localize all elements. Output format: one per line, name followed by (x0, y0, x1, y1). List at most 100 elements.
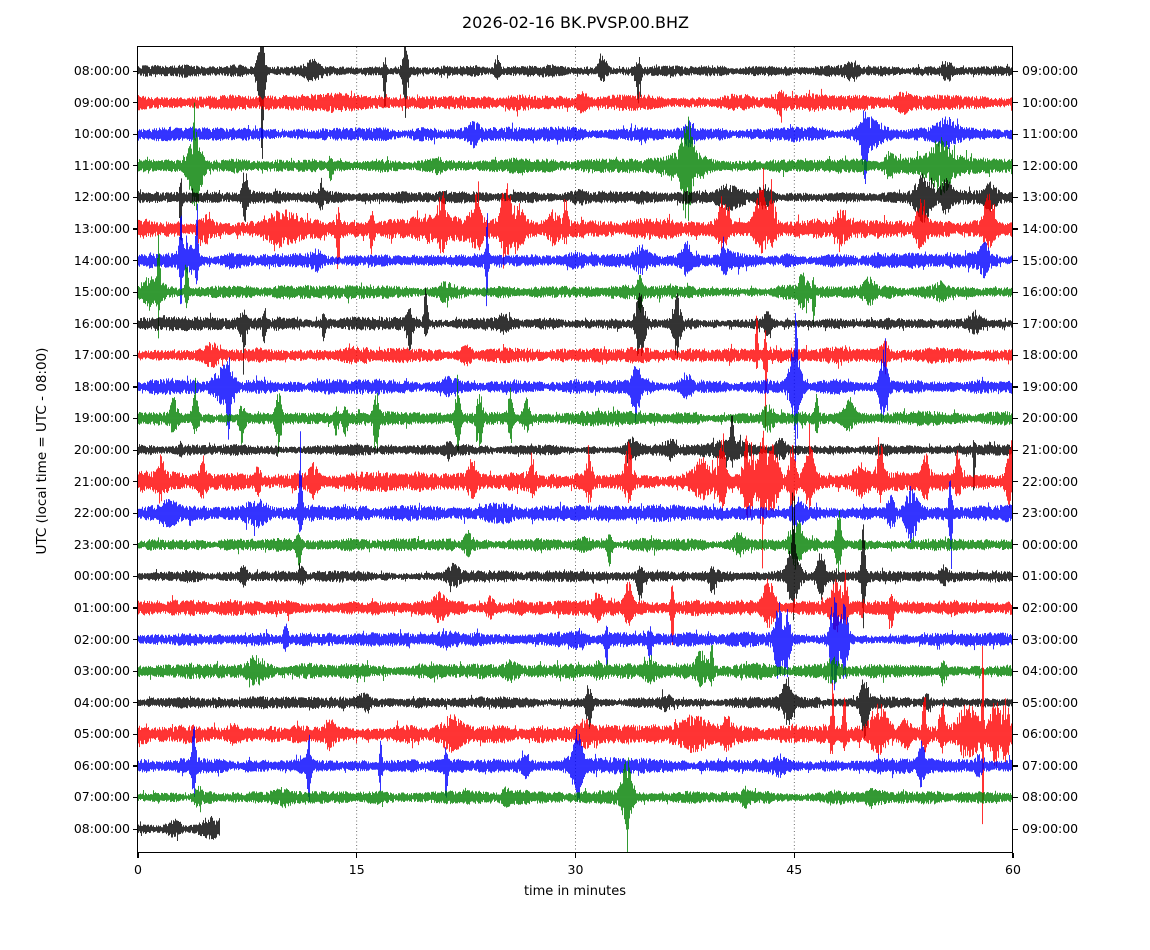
utc-tick-label: 23:00:00 (73, 536, 130, 552)
utc-tick-label: 15:00:00 (73, 284, 130, 300)
y-tick-left (133, 607, 138, 609)
local-tick-label: 16:00:00 (1022, 284, 1079, 300)
y-tick-right (1013, 323, 1018, 325)
utc-tick-label: 01:00:00 (73, 599, 130, 615)
x-tick-label: 15 (348, 862, 365, 877)
figure-title: 2026-02-16 BK.PVSP.00.BHZ (461, 13, 690, 32)
y-tick-right (1013, 354, 1018, 356)
y-tick-left (133, 354, 138, 356)
utc-tick-label: 08:00:00 (73, 63, 130, 78)
utc-tick-label: 02:00:00 (73, 631, 130, 647)
local-tick-label: 19:00:00 (1022, 378, 1079, 394)
x-tick (137, 853, 139, 858)
y-tick-left (133, 512, 138, 514)
y-tick-left (133, 639, 138, 641)
plot-area (138, 47, 1013, 853)
y-tick-left (133, 702, 138, 704)
y-tick-right (1013, 449, 1018, 451)
y-tick-left (133, 133, 138, 135)
y-tick-left (133, 544, 138, 546)
x-tick-label: 30 (567, 862, 584, 877)
utc-tick-label: 18:00:00 (73, 378, 130, 394)
local-tick-label: 15:00:00 (1022, 252, 1079, 268)
y-tick-right (1013, 796, 1018, 799)
local-tick-label: 22:00:00 (1022, 473, 1079, 489)
y-tick-right (1013, 575, 1018, 578)
utc-tick-label: 06:00:00 (73, 757, 130, 773)
x-tick (1012, 853, 1014, 858)
local-tick-label: 14:00:00 (1022, 220, 1079, 236)
local-tick-label: 05:00:00 (1022, 694, 1079, 710)
x-tick-label: 45 (786, 862, 803, 877)
y-tick-left (133, 575, 138, 578)
x-tick-label: 60 (1005, 862, 1021, 877)
utc-tick-label: 04:00:00 (73, 694, 130, 710)
y-tick-right (1013, 702, 1018, 704)
y-tick-right (1013, 512, 1018, 514)
utc-tick-label: 14:00:00 (73, 252, 130, 268)
local-tick-label: 18:00:00 (1022, 347, 1079, 363)
y-tick-left (133, 670, 138, 672)
y-tick-right (1013, 544, 1018, 546)
utc-tick-label: 17:00:00 (73, 347, 130, 363)
waveform-canvas (138, 47, 1013, 853)
utc-tick-label: 13:00:00 (73, 220, 130, 236)
local-tick-label: 08:00:00 (1022, 789, 1079, 805)
utc-tick-label: 10:00:00 (73, 126, 130, 142)
local-tick-label: 06:00:00 (1022, 726, 1079, 742)
y-tick-right (1013, 607, 1018, 609)
y-tick-right (1013, 196, 1018, 199)
x-tick-label: 0 (134, 862, 142, 877)
y-tick-right (1013, 481, 1018, 483)
utc-tick-label: 16:00:00 (73, 315, 130, 331)
local-tick-label: 23:00:00 (1022, 505, 1079, 521)
x-tick (574, 853, 577, 858)
utc-tick-label: 19:00:00 (73, 410, 130, 426)
local-tick-label: 11:00:00 (1022, 126, 1079, 142)
y-tick-right (1013, 670, 1018, 672)
y-tick-right (1013, 639, 1018, 641)
y-tick-left (133, 449, 138, 451)
y-tick-right (1013, 386, 1018, 388)
local-tick-label: 07:00:00 (1022, 757, 1079, 773)
utc-tick-label: 07:00:00 (73, 789, 130, 805)
y-tick-left (133, 796, 138, 799)
y-tick-left (133, 386, 138, 388)
y-tick-right (1013, 102, 1018, 104)
utc-tick-label: 00:00:00 (73, 568, 130, 584)
y-tick-right (1013, 733, 1018, 735)
utc-tick-label: 08:00:00 (73, 821, 130, 836)
local-tick-label: 00:00:00 (1022, 536, 1079, 552)
y-tick-right (1013, 291, 1018, 293)
y-tick-left (133, 733, 138, 735)
local-tick-label: 04:00:00 (1022, 663, 1079, 679)
utc-tick-label: 03:00:00 (73, 663, 130, 679)
local-tick-label: 01:00:00 (1022, 568, 1079, 584)
utc-tick-label: 20:00:00 (73, 442, 130, 457)
y-tick-left (133, 260, 138, 262)
y-tick-left (133, 828, 138, 830)
y-tick-left (133, 765, 138, 767)
local-tick-label: 02:00:00 (1022, 599, 1079, 615)
local-tick-label: 20:00:00 (1022, 410, 1079, 426)
local-tick-label: 09:00:00 (1022, 821, 1079, 836)
y-tick-right (1013, 260, 1018, 262)
utc-tick-label: 05:00:00 (73, 726, 130, 742)
local-tick-label: 09:00:00 (1022, 63, 1079, 78)
y-tick-left (133, 481, 138, 483)
y-tick-left (133, 102, 138, 104)
y-tick-left (133, 70, 138, 72)
y-tick-right (1013, 133, 1018, 135)
utc-tick-label: 11:00:00 (73, 157, 130, 173)
utc-tick-label: 12:00:00 (73, 189, 130, 205)
y-tick-left (133, 165, 138, 167)
y-tick-right (1013, 228, 1018, 230)
local-tick-label: 21:00:00 (1022, 442, 1079, 457)
y-tick-right (1013, 417, 1018, 420)
y-tick-right (1013, 165, 1018, 167)
local-tick-label: 03:00:00 (1022, 631, 1079, 647)
y-tick-right (1013, 828, 1018, 830)
x-tick (356, 853, 358, 858)
utc-tick-label: 21:00:00 (73, 473, 130, 489)
local-tick-label: 10:00:00 (1022, 94, 1079, 110)
